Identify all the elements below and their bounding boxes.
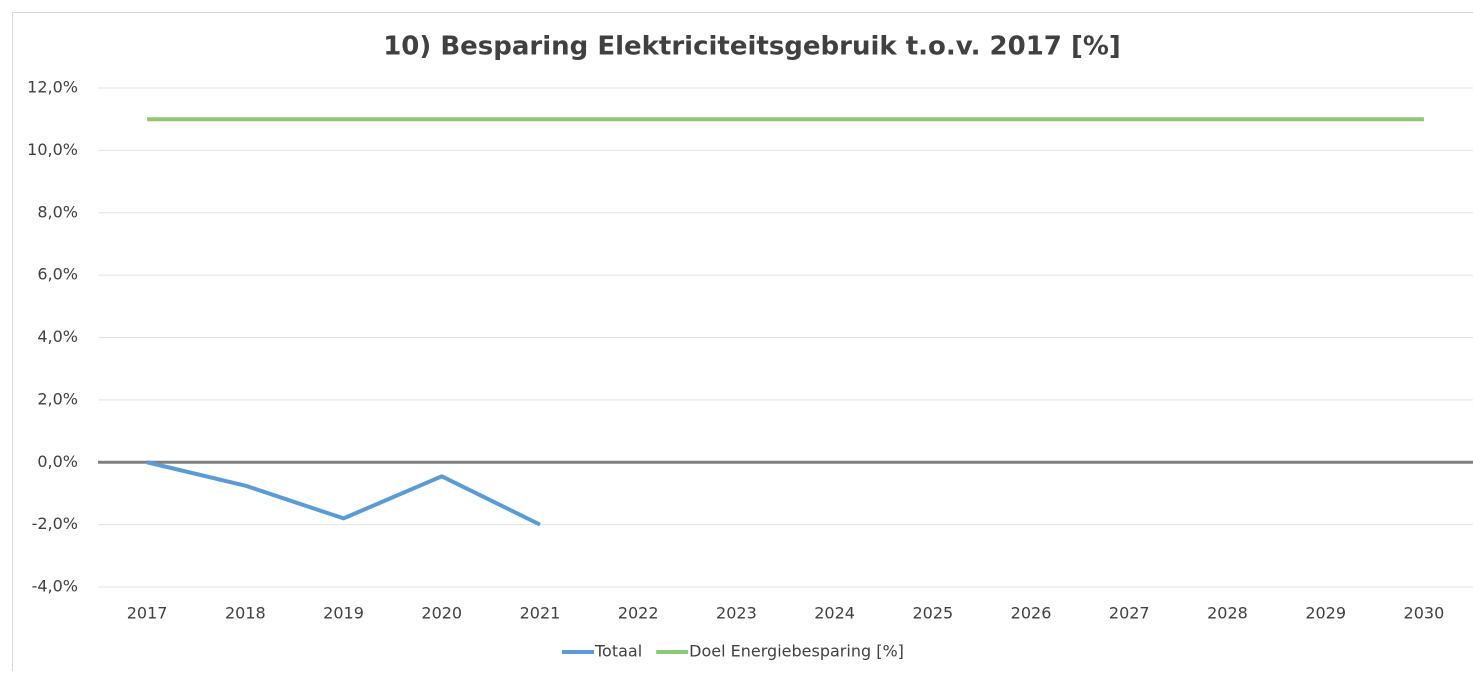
x-tick-label: 2019 [323, 604, 364, 623]
y-tick-label: -2,0% [32, 514, 78, 533]
x-tick-label: 2023 [716, 604, 757, 623]
y-tick-label: 0,0% [37, 452, 78, 471]
x-tick-label: 2020 [421, 604, 462, 623]
y-tick-label: 12,0% [27, 78, 78, 97]
y-tick-label: 8,0% [37, 202, 78, 221]
chart-title: 10) Besparing Elektriciteitsgebruik t.o.… [383, 32, 1121, 62]
x-tick-label: 2024 [814, 604, 855, 623]
y-tick-label: 4,0% [37, 327, 78, 346]
x-tick-label: 2027 [1109, 604, 1150, 623]
x-tick-label: 2018 [225, 604, 266, 623]
x-tick-label: 2026 [1011, 604, 1052, 623]
legend-label: Doel Energiebesparing [%] [689, 642, 904, 661]
y-tick-label: 6,0% [37, 265, 78, 284]
series-line [147, 462, 540, 524]
y-tick-label: 10,0% [27, 140, 78, 159]
x-tick-label: 2025 [912, 604, 953, 623]
x-tick-label: 2029 [1305, 604, 1346, 623]
y-tick-label: 2,0% [37, 389, 78, 408]
x-tick-label: 2017 [127, 604, 168, 623]
x-tick-label: 2030 [1404, 604, 1445, 623]
x-tick-label: 2021 [520, 604, 561, 623]
x-tick-label: 2028 [1207, 604, 1248, 623]
x-tick-label: 2022 [618, 604, 659, 623]
legend-label: Totaal [594, 642, 642, 661]
y-tick-label: -4,0% [32, 577, 78, 596]
chart-frame [13, 13, 1473, 672]
